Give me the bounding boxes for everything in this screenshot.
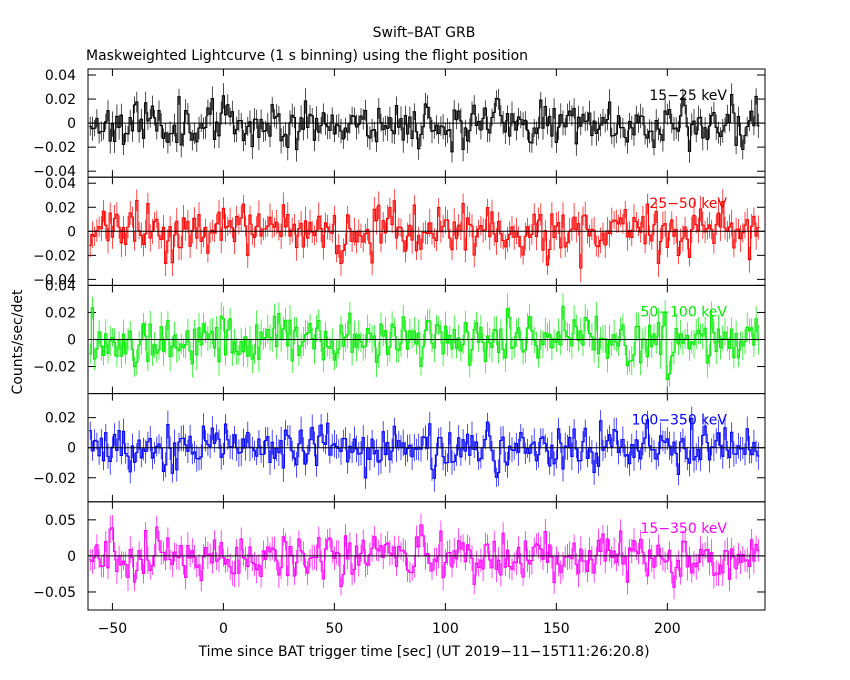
- lightcurve-panel: 0.04 0.02 0 −0.02 50−100 keV: [33, 278, 766, 395]
- x-tick-label: 150: [543, 621, 570, 637]
- y-tick-label: −0.02: [33, 248, 76, 264]
- y-tick-label: −0.02: [33, 471, 76, 487]
- y-tick-label: 0.04: [45, 68, 76, 84]
- chart-title: Swift–BAT GRB: [373, 25, 476, 41]
- energy-band-label: 25−50 keV: [649, 196, 727, 212]
- y-tick-label: 0.02: [45, 200, 76, 216]
- y-tick-label: −0.05: [33, 585, 76, 601]
- series-line: [89, 524, 760, 588]
- series-line: [89, 417, 760, 479]
- y-tick-label: −0.02: [33, 360, 76, 376]
- y-axis-label: Counts/sec/det: [10, 289, 26, 394]
- series-line: [89, 305, 760, 380]
- energy-band-label: 50−100 keV: [640, 304, 727, 320]
- y-tick-label: 0.02: [45, 305, 76, 321]
- lightcurve-panel: 0.04 0.02 0 −0.02 −0.04 15−25 keV: [33, 68, 766, 180]
- y-tick-label: 0: [67, 549, 76, 565]
- y-tick-label: −0.04: [33, 164, 76, 180]
- x-axis-label: Time since BAT trigger time [sec] (UT 20…: [197, 644, 649, 660]
- energy-band-label: 15−350 keV: [640, 521, 727, 537]
- x-tick-label: −50: [98, 621, 128, 637]
- series-line: [89, 199, 760, 269]
- y-tick-label: −0.02: [33, 140, 76, 156]
- x-tick-label: 0: [219, 621, 228, 637]
- y-tick-label: 0.04: [45, 278, 76, 294]
- y-tick-label: 0: [67, 116, 76, 132]
- energy-band-label: 100−350 keV: [632, 413, 728, 429]
- lightcurve-panel: 0.04 0.02 0 −0.02 −0.04 25−50 keV: [33, 176, 766, 288]
- y-tick-label: 0: [67, 333, 76, 349]
- energy-band-label: 15−25 keV: [649, 88, 727, 104]
- panels-group: 0.04 0.02 0 −0.02 −0.04 15−25 keV 0.04 0.02 0 −0.…: [33, 68, 766, 637]
- lightcurve-panel: 0.02 0 −0.02 100−350 keV: [33, 393, 766, 503]
- y-tick-label: 0.02: [45, 92, 76, 108]
- y-tick-label: 0.05: [45, 513, 76, 529]
- x-tick-label: 50: [325, 621, 343, 637]
- y-tick-label: −0.04: [33, 272, 76, 288]
- y-tick-label: 0: [67, 224, 76, 240]
- y-tick-label: 0: [67, 441, 76, 457]
- y-tick-label: 0.02: [45, 411, 76, 427]
- x-tick-label: 200: [654, 621, 681, 637]
- y-tick-label: 0.04: [45, 176, 76, 192]
- lightcurve-panel: 0.05 0 −0.05 15−350 keV: [33, 501, 766, 611]
- chart-subtitle: Maskweighted Lightcurve (1 s binning) us…: [86, 48, 528, 64]
- x-tick-label: 100: [432, 621, 459, 637]
